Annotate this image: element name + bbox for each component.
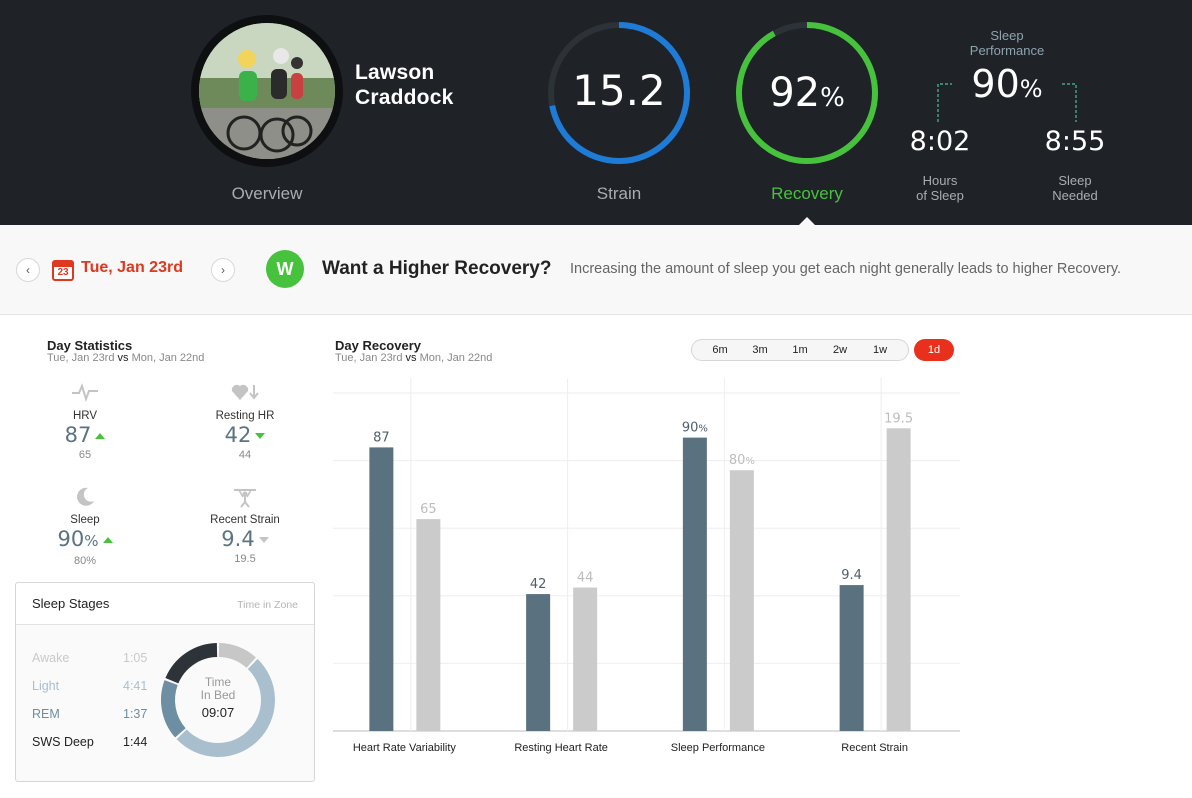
stat-prev-value: 80% <box>73 555 97 567</box>
bar-current-heart-rate-variability[interactable] <box>369 447 394 731</box>
prev-day-button[interactable]: ‹ <box>16 258 40 282</box>
sleep-needed-value: 8:55 <box>1044 126 1106 157</box>
category-label: Sleep Performance <box>671 742 765 754</box>
range-1m[interactable]: 1m <box>792 344 808 356</box>
bar-data-label: 90% <box>682 421 708 436</box>
avatar-ring[interactable] <box>191 15 343 167</box>
recovery-ring-progress <box>736 22 878 164</box>
user-name: Lawson Craddock <box>355 61 454 109</box>
moon-icon <box>25 486 145 508</box>
calendar-icon[interactable]: 23 <box>52 260 74 281</box>
bar-data-label: 42 <box>530 577 547 592</box>
donut-segment-light[interactable] <box>176 658 275 757</box>
day-statistics-subtitle: Tue, Jan 23rd vs Mon, Jan 22nd <box>47 352 205 364</box>
nav-strain[interactable]: Strain <box>596 184 642 203</box>
stat-recent-strain[interactable]: Recent Strain 9.4 19.5 <box>185 486 305 565</box>
message-strip <box>0 225 1192 315</box>
heart-down-icon <box>185 382 305 404</box>
next-day-button[interactable]: › <box>211 258 235 282</box>
chevron-right-icon: › <box>221 263 225 277</box>
whoop-logo-icon: W <box>266 250 304 288</box>
hours-of-sleep-label: Hours of Sleep <box>916 173 964 203</box>
stat-prev-value: 19.5 <box>234 553 256 565</box>
chevron-left-icon: ‹ <box>26 263 30 277</box>
hours-of-sleep-value: 8:02 <box>909 126 971 157</box>
stat-value: 90% <box>25 526 145 554</box>
range-3m[interactable]: 3m <box>752 344 768 356</box>
sleep-stages-donut[interactable] <box>158 640 278 760</box>
arrow-down-icon <box>255 433 266 439</box>
bar-data-label: 87 <box>373 430 390 445</box>
category-label: Heart Rate Variability <box>353 742 457 754</box>
stat-resting-hr[interactable]: Resting HR 42 44 <box>185 382 305 461</box>
bar-data-label: 44 <box>577 571 594 586</box>
date-label[interactable]: Tue, Jan 23rd <box>81 259 183 276</box>
bar-data-label: 19.5 <box>884 411 913 426</box>
day-recovery-subtitle: Tue, Jan 23rd vs Mon, Jan 22nd <box>335 352 493 364</box>
avatar <box>199 23 335 159</box>
nav-recovery[interactable]: Recovery <box>771 184 843 203</box>
bar-data-label: 9.4 <box>841 568 862 583</box>
sleep-needed-label: Sleep Needed <box>1052 173 1098 203</box>
message-body: Increasing the amount of sleep you get e… <box>570 261 1122 277</box>
sleep-stages-title: Sleep Stages <box>32 596 110 611</box>
category-label: Resting Heart Rate <box>514 742 608 754</box>
stat-label: Sleep <box>70 514 100 526</box>
top-header: Lawson Craddock Overview 15.2 Strain 92%… <box>0 0 1192 225</box>
stat-sleep[interactable]: Sleep 90% 80% <box>25 486 145 567</box>
arrow-down-icon <box>258 537 269 543</box>
sleep-bracket-lines <box>937 83 1077 122</box>
stat-value: 42 <box>185 422 305 448</box>
arrow-up-icon <box>95 433 106 439</box>
arrow-up-icon <box>102 537 113 543</box>
nav-overview[interactable]: Overview <box>231 184 303 203</box>
day-recovery-title: Day Recovery <box>335 338 421 353</box>
category-label: Recent Strain <box>841 742 908 754</box>
heartbeat-icon <box>25 382 145 404</box>
stat-value: 87 <box>25 422 145 448</box>
donut-segment-rem[interactable] <box>161 680 186 738</box>
bar-previous-sleep-performance[interactable] <box>729 470 754 731</box>
bar-data-label: 80% <box>729 453 755 468</box>
day-statistics-title: Day Statistics <box>47 338 133 353</box>
range-6m[interactable]: 6m <box>712 344 728 356</box>
range-1d[interactable]: 1d <box>914 339 954 361</box>
message-title: Want a Higher Recovery? <box>322 258 552 279</box>
bar-data-label: 65 <box>420 502 437 517</box>
recovery-ring[interactable] <box>734 20 880 166</box>
bar-current-resting-heart-rate[interactable] <box>526 594 551 731</box>
stat-label: Resting HR <box>215 410 275 422</box>
time-in-bed: Time In Bed 09:07 <box>200 675 236 721</box>
recovery-value: 92% <box>769 70 845 116</box>
donut-segment-sws-deep[interactable] <box>165 643 218 684</box>
stat-prev-value: 44 <box>238 449 252 461</box>
strain-value: 15.2 <box>572 66 666 115</box>
bar-current-recent-strain[interactable] <box>839 585 864 731</box>
strain-ring-progress <box>549 22 690 164</box>
active-tab-pointer <box>798 217 816 226</box>
stat-hrv[interactable]: HRV 87 65 <box>25 382 145 461</box>
bar-previous-recent-strain[interactable] <box>886 428 911 731</box>
bar-current-sleep-performance[interactable] <box>682 437 707 731</box>
donut-segment-awake[interactable] <box>218 643 256 669</box>
time-in-zone-label[interactable]: Time in Zone <box>237 599 298 611</box>
sleep-performance-value: 90% <box>971 62 1043 106</box>
strain-ring[interactable] <box>546 20 692 166</box>
range-1w[interactable]: 1w <box>872 344 888 356</box>
bar-previous-heart-rate-variability[interactable] <box>416 519 441 731</box>
sleep-performance-title[interactable]: Sleep Performance <box>969 28 1045 58</box>
weightlifter-icon <box>185 486 305 508</box>
day-recovery-chart: 87 65 Heart Rate Variability 42 44 Resting He… <box>333 378 960 754</box>
stat-label: HRV <box>72 410 98 422</box>
stat-value: 9.4 <box>185 526 305 552</box>
bar-previous-resting-heart-rate[interactable] <box>573 587 598 731</box>
stat-label: Recent Strain <box>210 514 280 526</box>
stat-prev-value: 65 <box>78 449 92 461</box>
sleep-stages-header: Sleep Stages Time in Zone <box>16 583 314 625</box>
range-2w[interactable]: 2w <box>832 344 848 356</box>
range-selector: 6m 3m 1m 2w 1w <box>691 339 909 361</box>
cyclists-photo <box>199 23 335 159</box>
